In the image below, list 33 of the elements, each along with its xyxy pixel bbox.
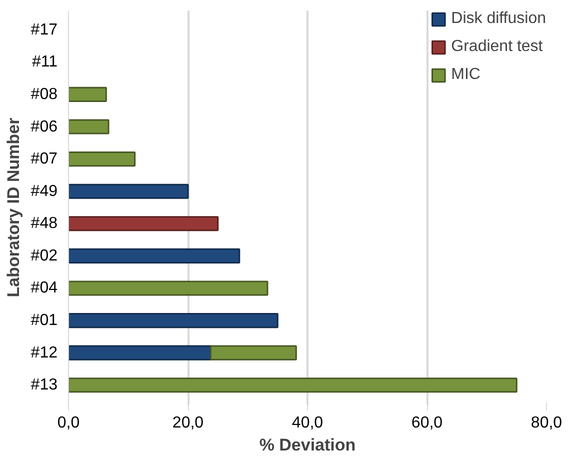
- bar: [68, 248, 240, 264]
- y-tick-label: #08: [30, 86, 58, 103]
- bar: [68, 313, 278, 328]
- y-axis-title: Laboratory ID Number: [4, 117, 23, 298]
- bar: [68, 119, 110, 134]
- bar: [68, 86, 107, 102]
- y-tick-label: #17: [30, 21, 58, 38]
- bar: [68, 152, 136, 167]
- legend-label: MIC: [451, 66, 480, 84]
- bar: [68, 345, 212, 360]
- y-tick-label: #13: [30, 376, 58, 394]
- bar: [68, 378, 518, 393]
- y-tick-label: #12: [30, 344, 58, 362]
- bar: [210, 345, 297, 360]
- y-tick-label: #04: [30, 280, 58, 297]
- y-tick-label: #01: [30, 312, 58, 330]
- y-tick-label: #49: [30, 182, 58, 200]
- bar: [68, 216, 219, 232]
- x-tick-label: 60,0: [411, 414, 443, 432]
- y-tick-label: #07: [30, 150, 58, 168]
- x-axis-title: % Deviation: [259, 436, 356, 454]
- x-tick-label: 0,0: [57, 414, 80, 432]
- y-tick-label: #11: [32, 54, 58, 71]
- y-tick-label: #48: [30, 215, 58, 232]
- bar: [68, 280, 268, 296]
- legend-label: Gradient test: [451, 38, 543, 56]
- x-tick-label: 80,0: [530, 414, 562, 432]
- x-tick-label: 20,0: [172, 414, 204, 432]
- y-tick-label: #02: [30, 247, 58, 264]
- x-tick-label: 40,0: [292, 414, 324, 432]
- bar: [68, 184, 189, 199]
- legend-label: Disk diffusion: [451, 10, 546, 28]
- y-tick-label: #06: [30, 118, 58, 136]
